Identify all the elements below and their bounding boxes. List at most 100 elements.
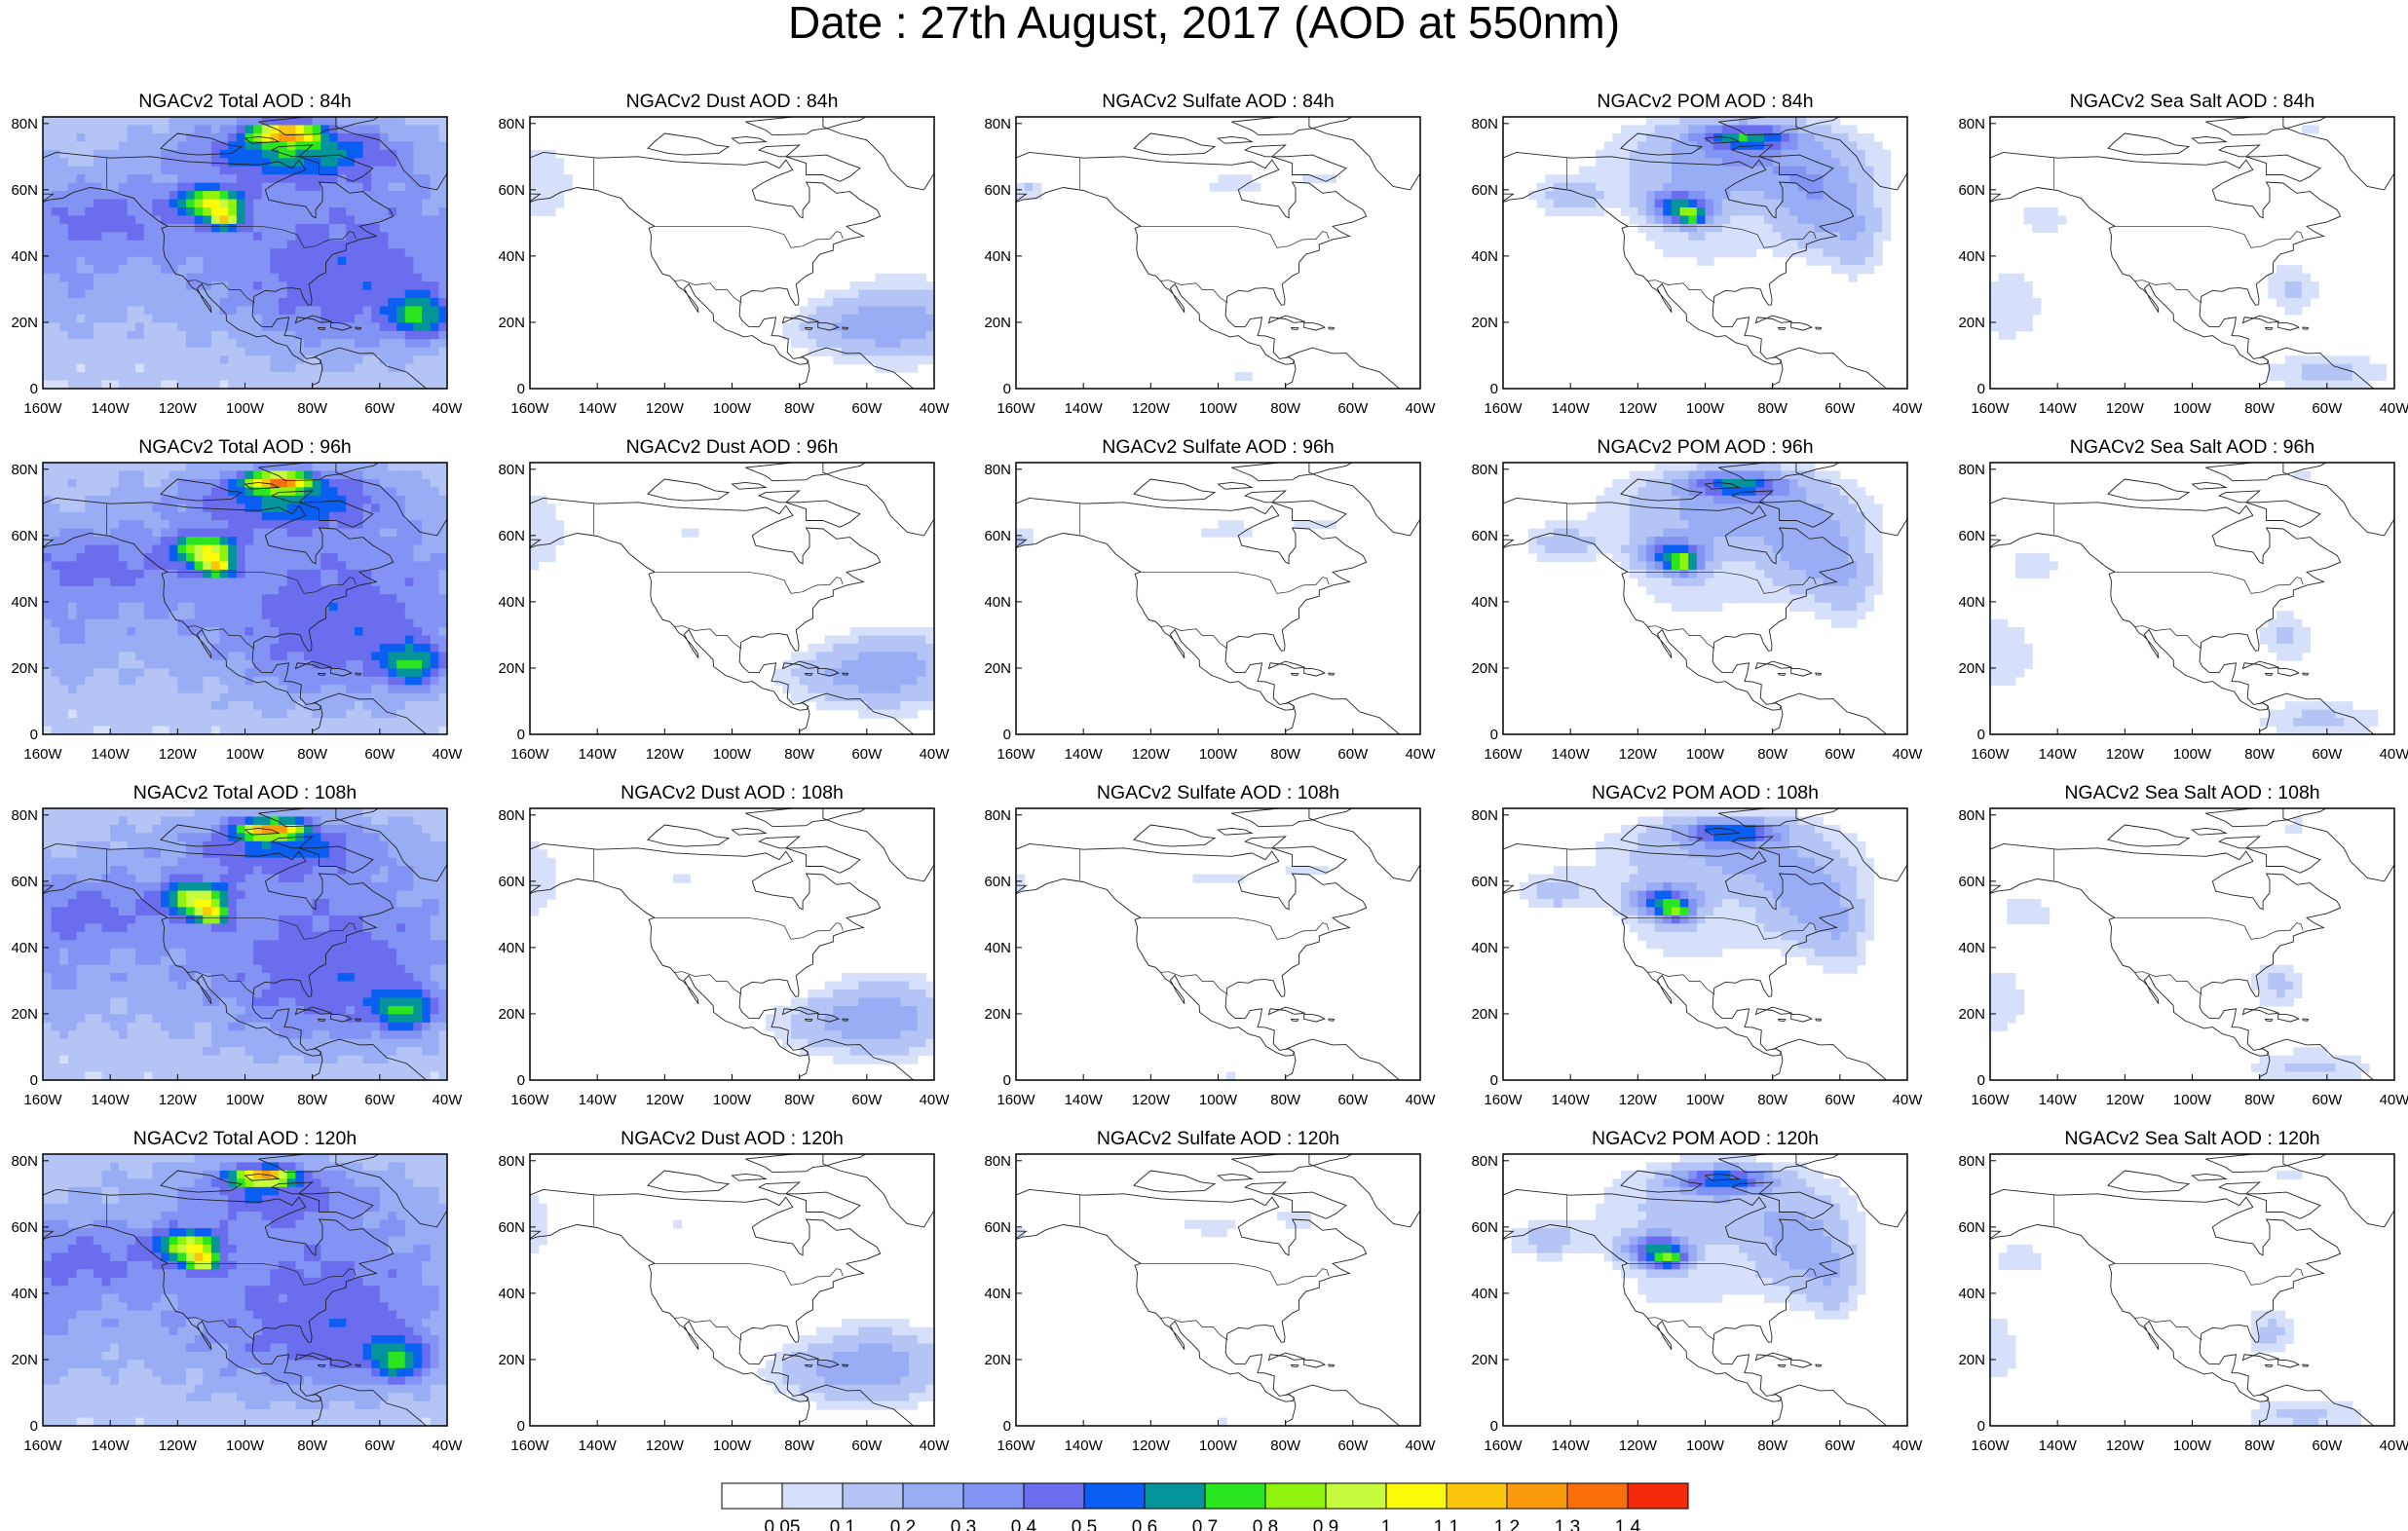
y-tick-label: 0 [1977, 381, 1985, 397]
y-tick-label: 60N [498, 528, 525, 544]
x-tick-label: 80W [297, 1438, 328, 1454]
x-tick-label: 80W [784, 1438, 815, 1454]
x-tick-label: 80W [784, 1092, 815, 1108]
panel-title: NGACv2 Sea Salt AOD : 84h [2069, 91, 2315, 112]
x-tick-label: 120W [1619, 400, 1658, 417]
y-tick-label: 0 [1977, 1418, 1985, 1435]
y-tick-label: 0 [517, 1072, 525, 1089]
x-tick-label: 80W [1757, 1092, 1788, 1108]
x-tick-label: 40W [1406, 746, 1437, 763]
y-tick-label: 20N [1471, 1352, 1498, 1368]
y-tick-label: 80N [11, 116, 38, 132]
y-tick-label: 80N [498, 807, 525, 824]
coastlines [1990, 1154, 2394, 1426]
x-tick-label: 140W [92, 746, 131, 763]
coastlines [530, 117, 934, 389]
coastlines [1503, 117, 1907, 389]
y-tick-label: 40N [11, 940, 38, 956]
y-tick-label: 0 [30, 727, 38, 743]
y-tick-label: 40N [498, 940, 525, 956]
y-tick-label: 60N [1958, 874, 1985, 890]
aod-field [1016, 520, 1337, 546]
y-tick-label: 60N [984, 874, 1011, 890]
y-tick-label: 20N [984, 315, 1011, 331]
x-tick-label: 160W [997, 1092, 1035, 1108]
y-tick-label: 80N [1958, 1153, 1985, 1170]
x-tick-label: 160W [23, 746, 62, 763]
aod-field [530, 840, 935, 1064]
x-tick-label: 40W [1893, 1438, 1924, 1454]
coastlines [43, 117, 447, 389]
y-tick-label: 40N [984, 1286, 1011, 1302]
x-tick-label: 60W [851, 1438, 883, 1454]
y-tick-label: 0 [1003, 381, 1011, 397]
coastlines [1016, 1154, 1420, 1426]
x-tick-label: 160W [23, 1092, 62, 1108]
x-tick-label: 120W [159, 400, 198, 417]
coastlines [530, 808, 934, 1080]
y-tick-label: 60N [1471, 874, 1498, 890]
y-tick-label: 80N [498, 116, 525, 132]
x-tick-label: 100W [2173, 400, 2212, 417]
x-tick-label: 80W [297, 400, 328, 417]
panel-title: NGACv2 POM AOD : 108h [1591, 782, 1819, 803]
y-tick-label: 60N [11, 874, 38, 890]
x-tick-label: 140W [1552, 1092, 1591, 1108]
x-tick-label: 100W [1199, 746, 1238, 763]
colorbar-swatch [1506, 1482, 1568, 1510]
y-tick-label: 80N [1471, 1153, 1498, 1170]
y-tick-label: 80N [1958, 462, 1985, 478]
colorbar-label: 1 [1381, 1517, 1392, 1531]
x-tick-label: 40W [1406, 1438, 1437, 1454]
colorbar-label: 0.5 [1072, 1517, 1097, 1531]
panel-title: NGACv2 Dust AOD : 108h [621, 782, 844, 803]
x-tick-label: 140W [1552, 746, 1591, 763]
aod-field [1990, 1170, 2362, 1427]
colorbar-label: 1.4 [1615, 1517, 1641, 1531]
colorbar-swatch [1264, 1482, 1327, 1510]
y-tick-label: 20N [1958, 1006, 1985, 1023]
y-tick-label: 40N [984, 248, 1011, 265]
x-tick-label: 120W [1619, 1092, 1658, 1108]
x-tick-label: 100W [226, 400, 265, 417]
panel-title: NGACv2 Sea Salt AOD : 108h [2064, 782, 2320, 803]
y-tick-label: 20N [984, 1006, 1011, 1023]
x-tick-label: 120W [646, 1438, 685, 1454]
coastlines [1016, 808, 1420, 1080]
x-tick-label: 120W [1132, 400, 1171, 417]
colorbar-label: 1.2 [1494, 1517, 1520, 1531]
x-tick-label: 160W [1971, 1438, 2010, 1454]
colorbar-swatch [1446, 1482, 1508, 1510]
coastlines [530, 463, 934, 734]
panel-title: NGACv2 Sulfate AOD : 84h [1102, 91, 1335, 112]
x-tick-label: 40W [920, 1092, 951, 1108]
colorbar-label: 0.4 [1011, 1517, 1037, 1531]
panel-title: NGACv2 Total AOD : 108h [132, 782, 357, 803]
y-tick-label: 20N [11, 315, 38, 331]
colorbar-swatch [721, 1482, 783, 1510]
panel-title: NGACv2 Total AOD : 84h [138, 91, 352, 112]
y-tick-label: 40N [498, 248, 525, 265]
y-tick-label: 60N [1471, 1219, 1498, 1236]
y-tick-label: 20N [11, 1006, 38, 1023]
y-tick-label: 80N [11, 1153, 38, 1170]
panel-title: NGACv2 POM AOD : 84h [1597, 91, 1814, 112]
x-tick-label: 40W [1893, 1092, 1924, 1108]
x-tick-label: 140W [92, 400, 131, 417]
x-tick-label: 40W [433, 1092, 464, 1108]
y-tick-label: 40N [1471, 248, 1498, 265]
x-tick-label: 100W [1686, 1438, 1725, 1454]
colorbar-label: 0.9 [1313, 1517, 1338, 1531]
x-tick-label: 160W [1971, 746, 2010, 763]
y-tick-label: 0 [1490, 1418, 1498, 1435]
x-tick-label: 100W [713, 1092, 752, 1108]
colorbar-swatch [842, 1482, 904, 1510]
panel-title: NGACv2 Sulfate AOD : 120h [1096, 1128, 1340, 1149]
